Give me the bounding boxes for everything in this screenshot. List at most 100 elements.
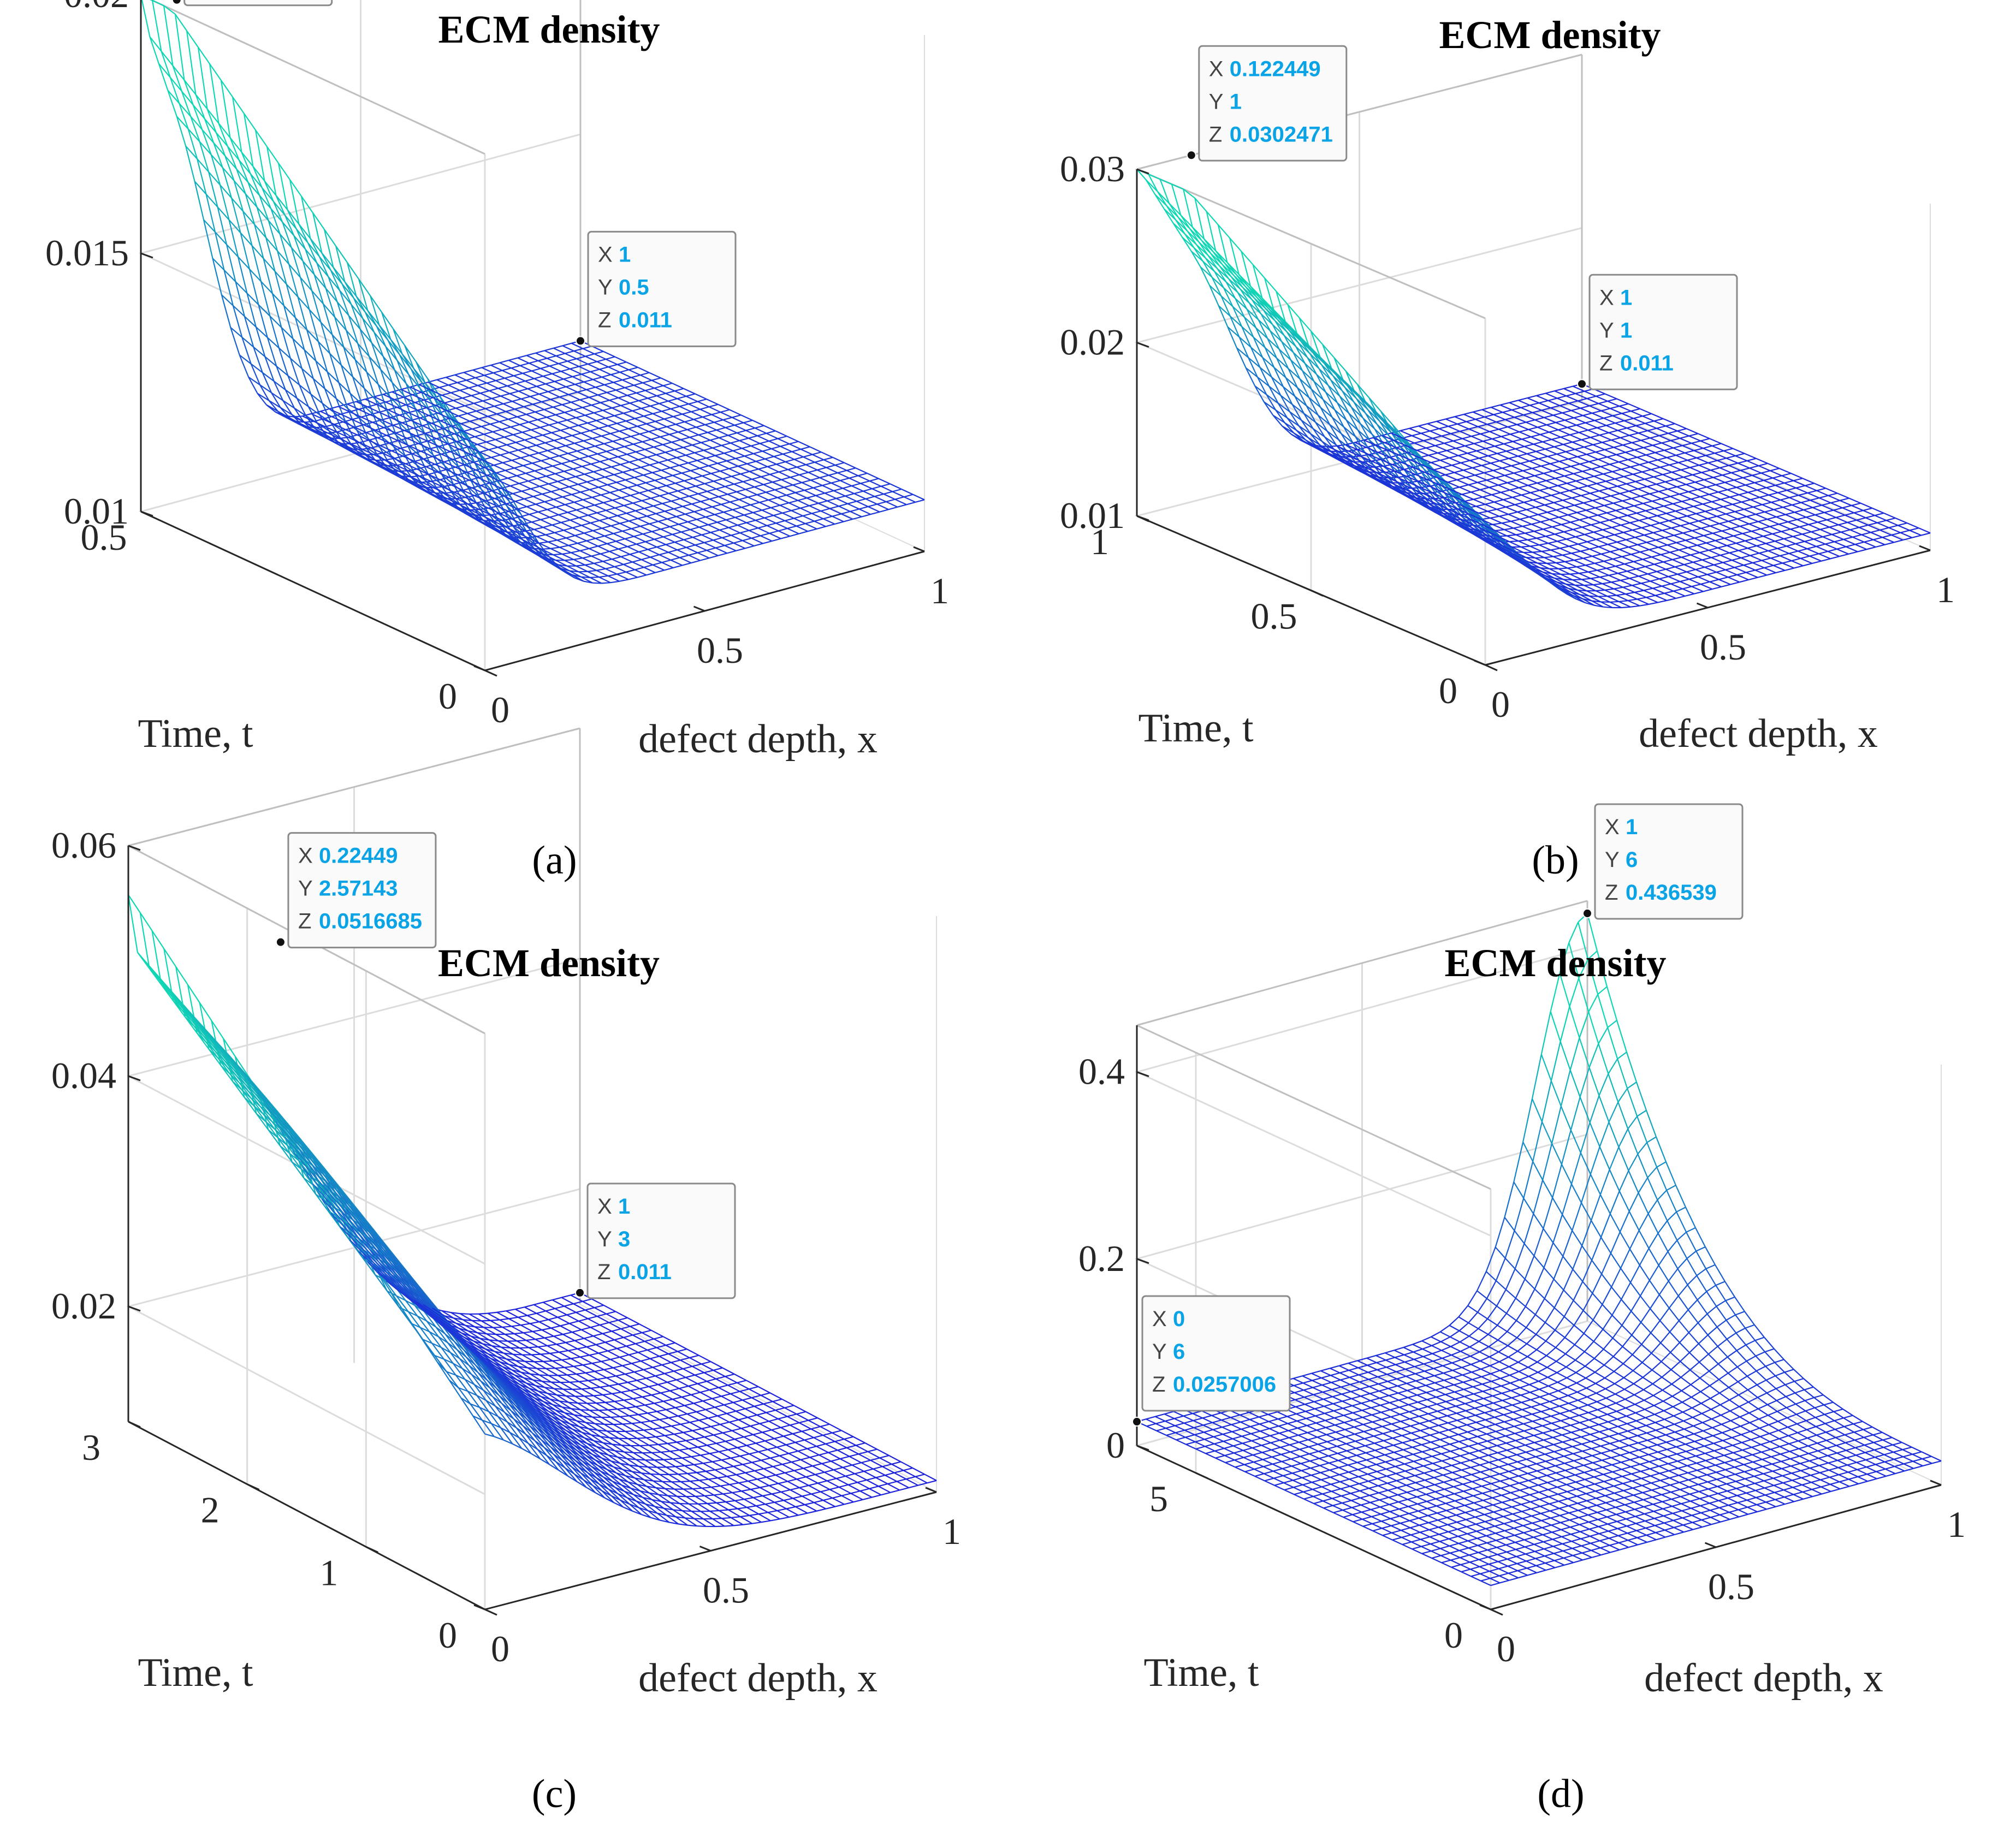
mesh-line [716, 427, 725, 430]
mesh-line [653, 506, 665, 512]
mesh-line [706, 458, 718, 464]
mesh-line [1734, 565, 1744, 567]
mesh-line [1632, 584, 1641, 586]
datatip[interactable]: X0.0816327Y0.5Z0.0197195 [173, 0, 332, 5]
mesh-line [639, 398, 648, 400]
mesh-line [1540, 432, 1549, 435]
mesh-line [803, 455, 812, 457]
mesh-line [738, 525, 749, 531]
mesh-line [1300, 379, 1312, 389]
mesh-line [1747, 514, 1756, 516]
mesh-line [515, 499, 524, 501]
mesh-line [626, 572, 637, 578]
mesh-line [614, 472, 622, 474]
mesh-line [631, 377, 643, 383]
mesh-line [1714, 507, 1723, 509]
mesh-line [622, 380, 634, 385]
mesh-line [1639, 574, 1648, 576]
mesh-line [411, 476, 419, 477]
mesh-line [1562, 466, 1571, 468]
datatip-marker[interactable] [173, 0, 181, 4]
mesh-line [683, 507, 694, 512]
mesh-line [529, 361, 538, 363]
mesh-line [641, 408, 653, 414]
mesh-line [760, 443, 772, 449]
mesh-line [667, 424, 675, 426]
mesh-line [1335, 410, 1346, 420]
mesh-line [603, 559, 612, 561]
mesh-line [1745, 538, 1754, 540]
mesh-line [714, 420, 723, 422]
mesh-line [670, 524, 679, 526]
mesh-line [1517, 422, 1526, 424]
mesh-line [649, 373, 661, 378]
mesh-line [602, 470, 614, 475]
mesh-line [575, 533, 584, 536]
mesh-line [773, 515, 785, 521]
mesh-line [495, 437, 504, 439]
mesh-line [527, 445, 536, 448]
mesh-line [588, 515, 600, 521]
mesh-line [731, 536, 743, 541]
mesh-line [555, 412, 564, 414]
mesh-line [822, 485, 834, 491]
mesh-line [437, 377, 446, 379]
mesh-line [556, 356, 567, 361]
mesh-line [849, 476, 858, 478]
mesh-line [500, 360, 508, 363]
mesh-line [567, 477, 576, 479]
mesh-line [527, 448, 538, 453]
mesh-line [654, 388, 666, 394]
mesh-line [641, 524, 649, 526]
mesh-line [1439, 426, 1449, 429]
mesh-line [648, 490, 660, 496]
mesh-line [793, 483, 802, 485]
mesh-line [1465, 444, 1474, 446]
mesh-line [824, 460, 835, 465]
mesh-line [597, 451, 606, 454]
datatip-marker[interactable] [576, 336, 585, 345]
mesh-line [1650, 579, 1659, 581]
mesh-line [692, 443, 701, 445]
mesh-line [613, 382, 625, 388]
mesh-line [1688, 490, 1698, 492]
mesh-line [558, 420, 567, 423]
mesh-line [703, 507, 712, 509]
mesh-line [609, 457, 618, 459]
mesh-line [1573, 579, 1582, 580]
mesh-line [1566, 449, 1575, 451]
mesh-line [767, 523, 776, 525]
mesh-line [1544, 556, 1553, 557]
mesh-line [1710, 524, 1719, 526]
mesh-line [1663, 472, 1672, 474]
mesh-line [584, 382, 595, 388]
mesh-line [590, 523, 602, 528]
mesh-line [841, 512, 850, 514]
mesh-line [1583, 413, 1592, 415]
mesh-line [626, 421, 637, 426]
mesh-line [1797, 517, 1806, 519]
mesh-line [590, 431, 601, 436]
mesh-line [642, 557, 650, 560]
mesh-line [661, 470, 673, 476]
mesh-line [632, 411, 644, 417]
mesh-line [1475, 417, 1485, 419]
mesh-line [625, 388, 636, 393]
mesh-line [1473, 409, 1482, 412]
mesh-line [484, 375, 496, 381]
mesh-line [1740, 524, 1750, 526]
mesh-line [1876, 545, 1885, 547]
mesh-line [498, 447, 509, 453]
mesh-line [774, 456, 785, 462]
mesh-line [1757, 544, 1766, 546]
mesh-line [1471, 490, 1480, 492]
mesh-line [503, 404, 515, 409]
mesh-line [586, 390, 598, 395]
mesh-line [902, 489, 913, 495]
mesh-line [1628, 458, 1637, 460]
mesh-line [1629, 576, 1639, 578]
mesh-line [555, 471, 564, 473]
mesh-line [708, 522, 717, 525]
mesh-line [1573, 527, 1582, 530]
